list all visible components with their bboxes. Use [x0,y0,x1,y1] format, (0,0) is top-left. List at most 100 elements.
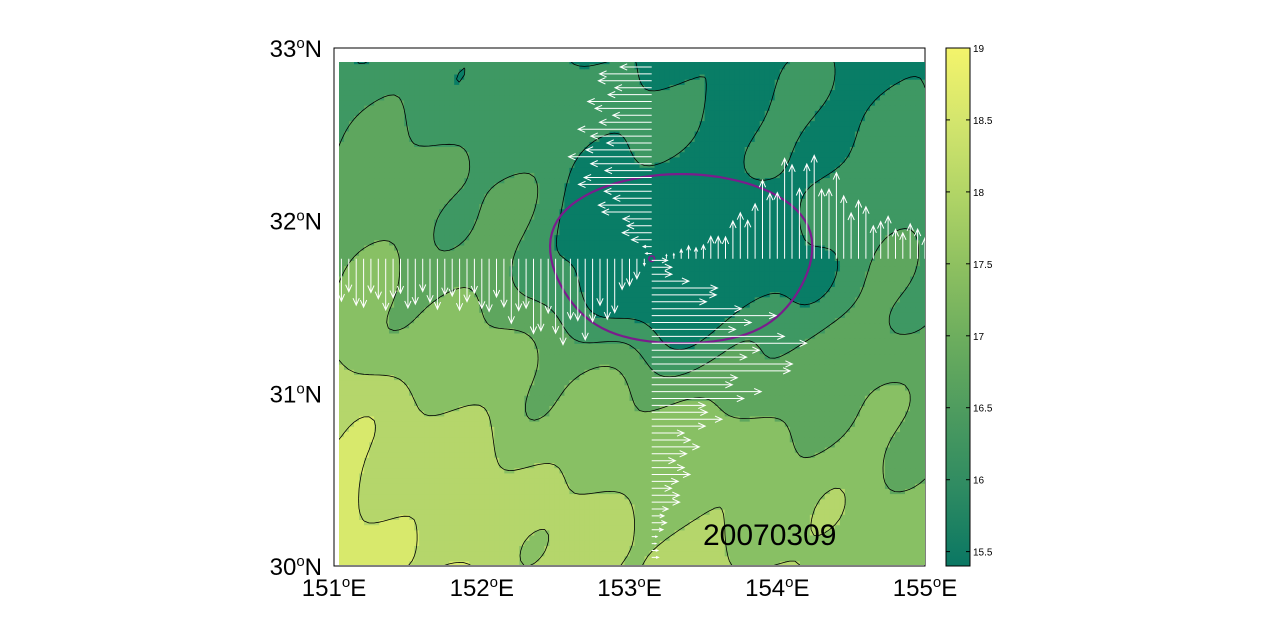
field-cell [729,431,736,438]
field-cell [729,369,736,375]
field-cell [614,410,621,417]
field-cell [339,364,345,370]
field-cell [389,436,395,443]
field-cell [654,431,661,438]
field-cell [434,358,440,365]
field-cell [769,395,776,401]
field-cell [864,426,871,432]
field-cell [504,421,510,427]
field-cell [579,431,585,438]
field-cell [519,477,525,484]
field-cell [729,446,736,453]
field-cell [564,477,570,484]
field-cell [749,405,756,412]
field-cell [584,550,590,557]
field-cell [449,467,455,474]
field-cell [369,540,375,546]
field-cell [559,441,565,448]
field-cell [679,503,686,510]
field-cell [609,369,616,375]
field-cell [684,514,691,520]
field-cell [444,452,450,458]
field-cell [859,410,866,417]
field-cell [819,534,826,541]
field-cell [554,348,560,355]
field-cell [479,560,485,565]
field-cell [749,431,756,438]
field-cell [864,405,871,412]
field-cell [699,400,706,406]
field-cell [639,348,646,355]
field-cell [404,400,410,406]
field-cell [554,374,560,381]
field-cell [684,379,691,386]
field-cell [409,493,415,500]
field-cell [564,405,570,412]
field-cell [844,348,851,355]
field-cell [479,472,485,479]
field-cell [364,540,370,546]
field-cell [589,374,595,381]
field-cell [484,529,490,536]
field-cell [449,436,455,443]
field-cell [369,452,375,458]
field-cell [589,364,595,370]
field-cell [624,519,631,526]
field-cell [449,431,455,438]
field-cell [479,519,485,526]
field-cell [409,560,415,565]
field-cell [624,524,631,531]
field-cell [584,560,590,565]
field-cell [674,509,681,515]
field-cell [889,441,896,448]
field-cell [544,462,550,469]
field-cell [374,545,380,552]
field-cell [839,483,846,489]
field-cell [394,503,400,510]
field-cell [624,395,631,401]
field-cell [399,405,405,412]
field-cell [794,509,801,515]
field-cell [679,426,686,432]
field-cell [559,400,565,406]
field-cell [359,493,365,500]
field-cell [905,477,911,484]
field-cell [854,503,861,510]
field-cell [859,524,866,531]
field-cell [649,379,656,386]
field-cell [654,405,661,412]
field-cell [414,431,420,438]
field-cell [479,514,485,520]
field-cell [519,452,525,458]
field-cell [614,457,621,463]
field-cell [564,441,570,448]
field-cell [889,364,896,370]
field-cell [579,555,585,562]
field-cell [384,384,390,391]
field-cell [679,400,686,406]
field-cell [774,389,781,396]
field-cell [439,400,445,406]
field-cell [654,410,661,417]
field-cell [714,400,721,406]
field-cell [579,374,585,381]
field-cell [394,358,400,365]
field-cell [479,467,485,474]
field-cell [874,421,881,427]
field-cell [449,452,455,458]
field-cell [389,545,395,552]
field-cell [905,555,911,562]
field-cell [529,560,535,565]
field-cell [774,400,781,406]
field-cell [829,431,836,438]
field-cell [920,369,925,375]
field-cell [469,472,475,479]
field-cell [439,472,445,479]
field-cell [394,353,400,360]
field-cell [849,493,856,500]
field-cell [619,348,626,355]
field-cell [354,477,360,484]
field-cell [339,560,345,565]
field-cell [844,415,851,422]
field-cell [344,426,350,432]
